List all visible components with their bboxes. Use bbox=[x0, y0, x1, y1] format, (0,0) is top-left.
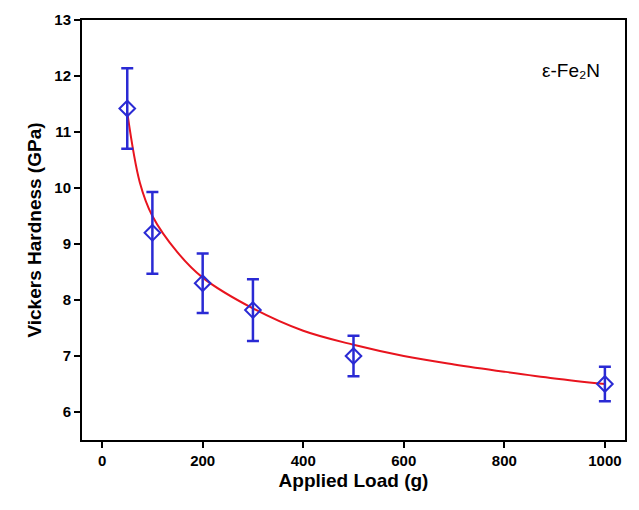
svg-text:800: 800 bbox=[492, 452, 517, 469]
svg-text:Vickers Hardness (GPa): Vickers Hardness (GPa) bbox=[24, 122, 45, 337]
svg-text:13: 13 bbox=[54, 11, 71, 28]
svg-text:7: 7 bbox=[63, 347, 71, 364]
svg-text:400: 400 bbox=[291, 452, 316, 469]
svg-text:11: 11 bbox=[55, 123, 71, 140]
svg-text:10: 10 bbox=[54, 179, 71, 196]
svg-text:200: 200 bbox=[190, 452, 215, 469]
svg-text:Applied Load (g): Applied Load (g) bbox=[279, 470, 429, 491]
svg-text:12: 12 bbox=[54, 67, 71, 84]
svg-text:9: 9 bbox=[63, 235, 71, 252]
svg-text:ε-Fe₂N: ε-Fe₂N bbox=[542, 60, 600, 81]
svg-text:0: 0 bbox=[98, 452, 106, 469]
svg-text:1000: 1000 bbox=[588, 452, 621, 469]
svg-text:8: 8 bbox=[63, 291, 71, 308]
svg-text:600: 600 bbox=[391, 452, 416, 469]
svg-text:6: 6 bbox=[63, 403, 71, 420]
